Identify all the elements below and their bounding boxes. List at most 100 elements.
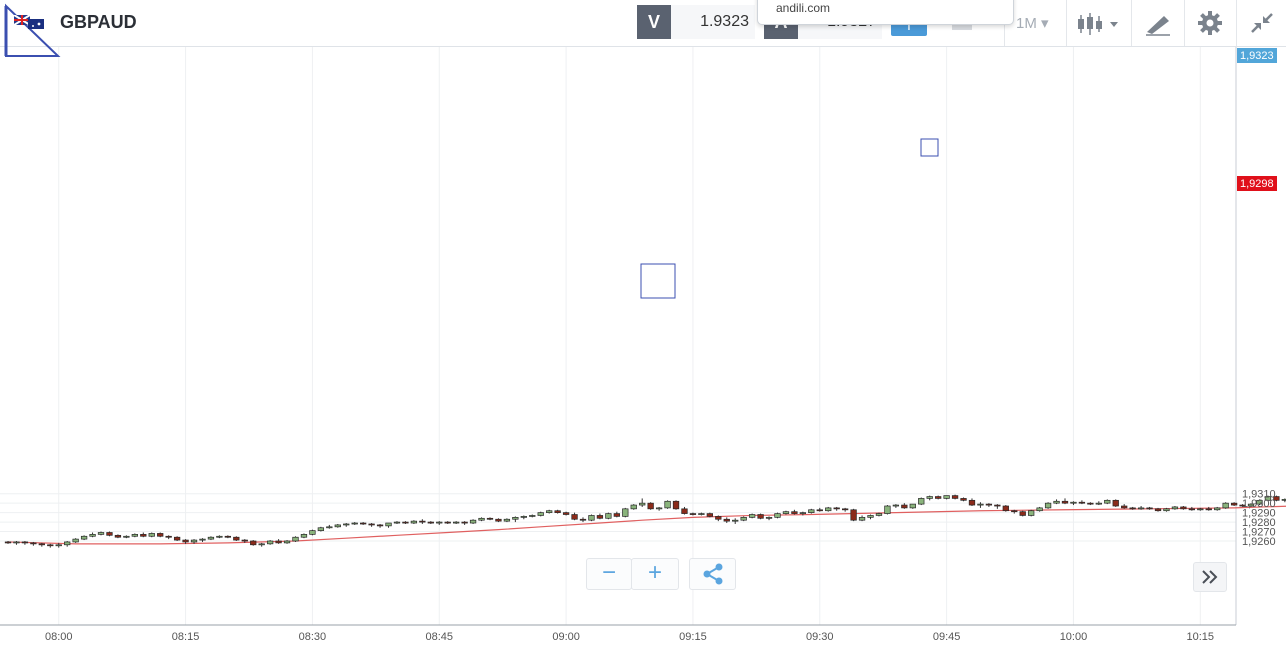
candle-up — [1256, 499, 1263, 505]
candle-up — [1095, 502, 1102, 505]
candle-down — [173, 536, 181, 541]
candle-up — [55, 544, 62, 547]
candle-up — [1104, 499, 1111, 504]
candle-up — [207, 536, 215, 540]
candle-up — [655, 507, 663, 510]
candle-down — [402, 521, 409, 524]
candle-up — [875, 513, 883, 516]
candle-down — [30, 542, 37, 545]
candle-up — [148, 533, 155, 537]
candle-up — [1070, 501, 1077, 504]
candle-up — [918, 498, 925, 505]
candle-up — [258, 543, 265, 546]
candle-up — [698, 513, 705, 515]
candle-up — [892, 504, 900, 507]
sell-badge[interactable]: V — [637, 5, 671, 39]
candle-up — [1197, 508, 1204, 511]
candle-up — [64, 541, 71, 546]
settings-gear-icon[interactable] — [1197, 10, 1223, 36]
candle-up — [503, 518, 511, 522]
candle-up — [1137, 507, 1145, 510]
candle-up — [1281, 499, 1286, 501]
collapse-icon[interactable] — [1250, 12, 1274, 34]
x-tick-label: 09:45 — [933, 631, 961, 643]
candle-up — [80, 535, 88, 540]
candle-down — [444, 521, 451, 524]
candle-down — [672, 500, 680, 510]
candle-down — [571, 514, 578, 520]
candle-up — [309, 530, 316, 535]
candle-down — [833, 507, 840, 510]
moving-average-line — [7, 505, 1286, 545]
candle-down — [985, 503, 993, 506]
scroll-to-latest-button[interactable] — [1193, 562, 1227, 592]
x-tick-label: 09:15 — [679, 631, 707, 643]
current-price-label: 1,9323 — [1240, 50, 1274, 62]
candle-down — [596, 515, 604, 519]
flag-icon — [14, 15, 44, 29]
candle-up — [1044, 502, 1052, 509]
selection-box — [640, 263, 676, 299]
sell-price[interactable]: 1.9323 — [671, 5, 755, 39]
candle-up — [123, 535, 130, 538]
y-tick-label: 1,9310 — [1242, 489, 1276, 501]
candle-down — [140, 534, 147, 537]
candle-up — [858, 516, 866, 521]
candle-up — [317, 527, 325, 531]
candle-down — [419, 520, 426, 523]
candle-up — [639, 502, 646, 506]
y-tick-label: 1,9290 — [1242, 508, 1276, 520]
candle-up — [1028, 510, 1035, 516]
candle-down — [461, 521, 468, 524]
candle-down — [1180, 506, 1187, 510]
timeframe-label: 1M — [1016, 15, 1037, 32]
candle-up — [453, 521, 460, 524]
candle-up — [1264, 496, 1272, 501]
candle-down — [689, 513, 697, 515]
candle-up — [520, 516, 527, 518]
candle-down — [579, 518, 587, 521]
candle-down — [165, 535, 172, 538]
ma-price-tag — [1237, 176, 1277, 191]
candle-up — [512, 516, 519, 520]
candle-up — [605, 513, 612, 519]
y-tick-label: 1,9280 — [1242, 517, 1276, 529]
candle-down — [1205, 508, 1212, 511]
candle-up — [740, 516, 747, 521]
candle-up — [1036, 507, 1043, 512]
candle-down — [495, 518, 502, 522]
share-button[interactable] — [689, 558, 736, 590]
candle-up — [72, 538, 79, 543]
drawing-tool-icon[interactable] — [1144, 12, 1172, 36]
x-tick-label: 09:30 — [806, 631, 834, 643]
candle-down — [706, 513, 713, 517]
candle-up — [1171, 506, 1179, 510]
candle-up — [266, 540, 274, 545]
candle-up — [334, 524, 341, 528]
candle-down — [935, 496, 942, 499]
share-icon — [703, 563, 722, 585]
account-dropdown[interactable]: andili.com — [757, 0, 1014, 25]
zoom-in-button[interactable]: + — [631, 558, 679, 590]
candle-down — [1273, 496, 1280, 501]
candle-up — [799, 512, 807, 514]
candle-up — [1053, 500, 1060, 504]
candle-up — [1214, 507, 1221, 511]
candle-down — [224, 535, 232, 538]
timeframe-select[interactable]: 1M ▾ — [1016, 14, 1049, 32]
candle-down — [1188, 508, 1195, 511]
candle-up — [89, 534, 96, 537]
chevron-down-icon: ▾ — [1041, 15, 1049, 32]
candlestick-type-icon[interactable] — [1076, 12, 1122, 36]
candle-down — [951, 495, 959, 499]
candle-down — [681, 508, 688, 514]
candle-up — [622, 508, 629, 517]
candle-down — [647, 502, 654, 510]
zoom-out-button[interactable]: − — [586, 558, 632, 590]
candle-up — [664, 500, 671, 509]
candle-down — [1019, 511, 1026, 516]
candle-down — [114, 534, 122, 538]
candle-down — [1154, 508, 1162, 512]
candle-down — [157, 533, 164, 537]
